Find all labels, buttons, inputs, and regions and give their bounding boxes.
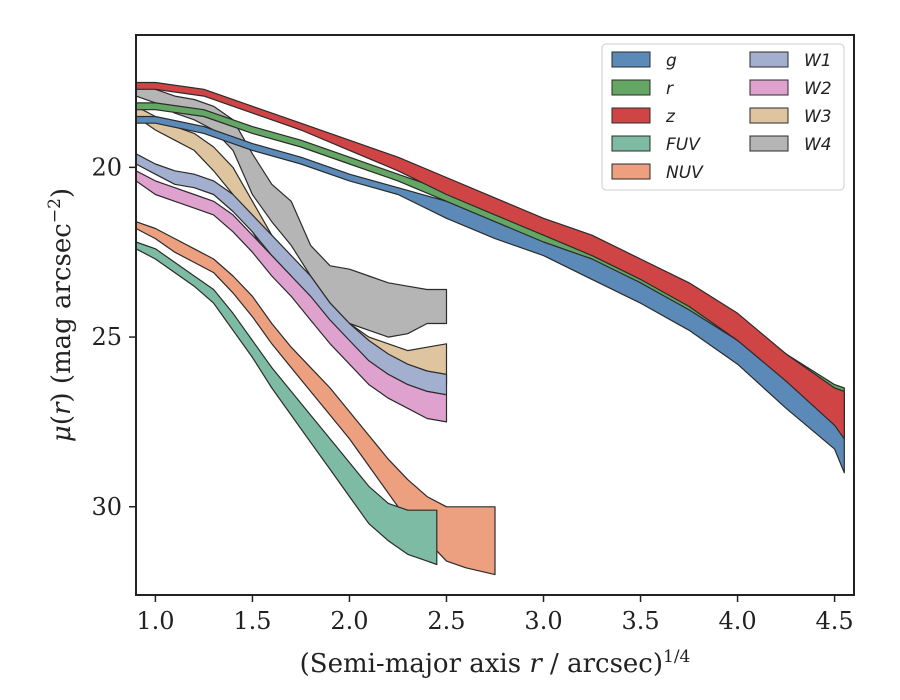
legend-swatch-g: [611, 51, 651, 68]
plot-frame: [135, 34, 855, 596]
y-axis-label: μ(r) (mag arcsec−2): [45, 188, 77, 442]
series-band-g: [135, 115, 845, 474]
legend-swatch-nuv: [611, 163, 651, 180]
x-axis: 1.0 1.5 2.0 2.5 3.0 3.5 4.0 4.5: [136, 595, 854, 635]
series-band-nuv: [135, 221, 496, 576]
series-band-z: [135, 81, 845, 440]
legend-swatch-r: [611, 79, 651, 96]
x-tick-label: 1.5: [233, 607, 271, 635]
legend-swatch-w1: [749, 51, 789, 68]
x-tick-label: 2.0: [330, 607, 368, 635]
legend-label-z: z: [665, 107, 676, 127]
legend-swatch-w2: [749, 79, 789, 96]
x-tick-label: 4.5: [816, 607, 854, 635]
x-tick-label: 3.0: [524, 607, 562, 635]
series-band-fuv: [135, 241, 438, 566]
legend-swatch-z: [611, 107, 651, 124]
x-axis-label: (Semi-major axis r / arcsec)1/4: [300, 647, 691, 679]
legend-swatch-fuv: [611, 135, 651, 152]
legend-label-fuv: FUV: [666, 135, 701, 155]
series-band-w2: [135, 170, 448, 423]
legend-swatch-w3: [749, 107, 789, 124]
x-tick-label: 1.0: [136, 607, 174, 635]
series-layer: [135, 81, 845, 576]
legend-label-w3: W3: [804, 107, 832, 127]
y-tick-label: 25: [91, 323, 122, 351]
x-tick-label: 4.0: [718, 607, 756, 635]
legend-swatch-w4: [749, 135, 789, 152]
legend-label-nuv: NUV: [666, 163, 704, 183]
y-axis: 20 25 30: [91, 153, 136, 521]
x-tick-label: 3.5: [621, 607, 659, 635]
y-tick-label: 30: [91, 493, 122, 521]
x-tick-label: 2.5: [427, 607, 465, 635]
legend-label-r: r: [666, 79, 674, 99]
legend-label-w1: W1: [804, 51, 832, 71]
legend-label-w2: W2: [804, 79, 832, 99]
legend-label-w4: W4: [804, 135, 832, 155]
legend: grz FUV NUV W1 W2 W3 W4: [601, 43, 845, 191]
y-tick-label: 20: [91, 153, 122, 181]
legend-label-g: g: [666, 51, 677, 71]
